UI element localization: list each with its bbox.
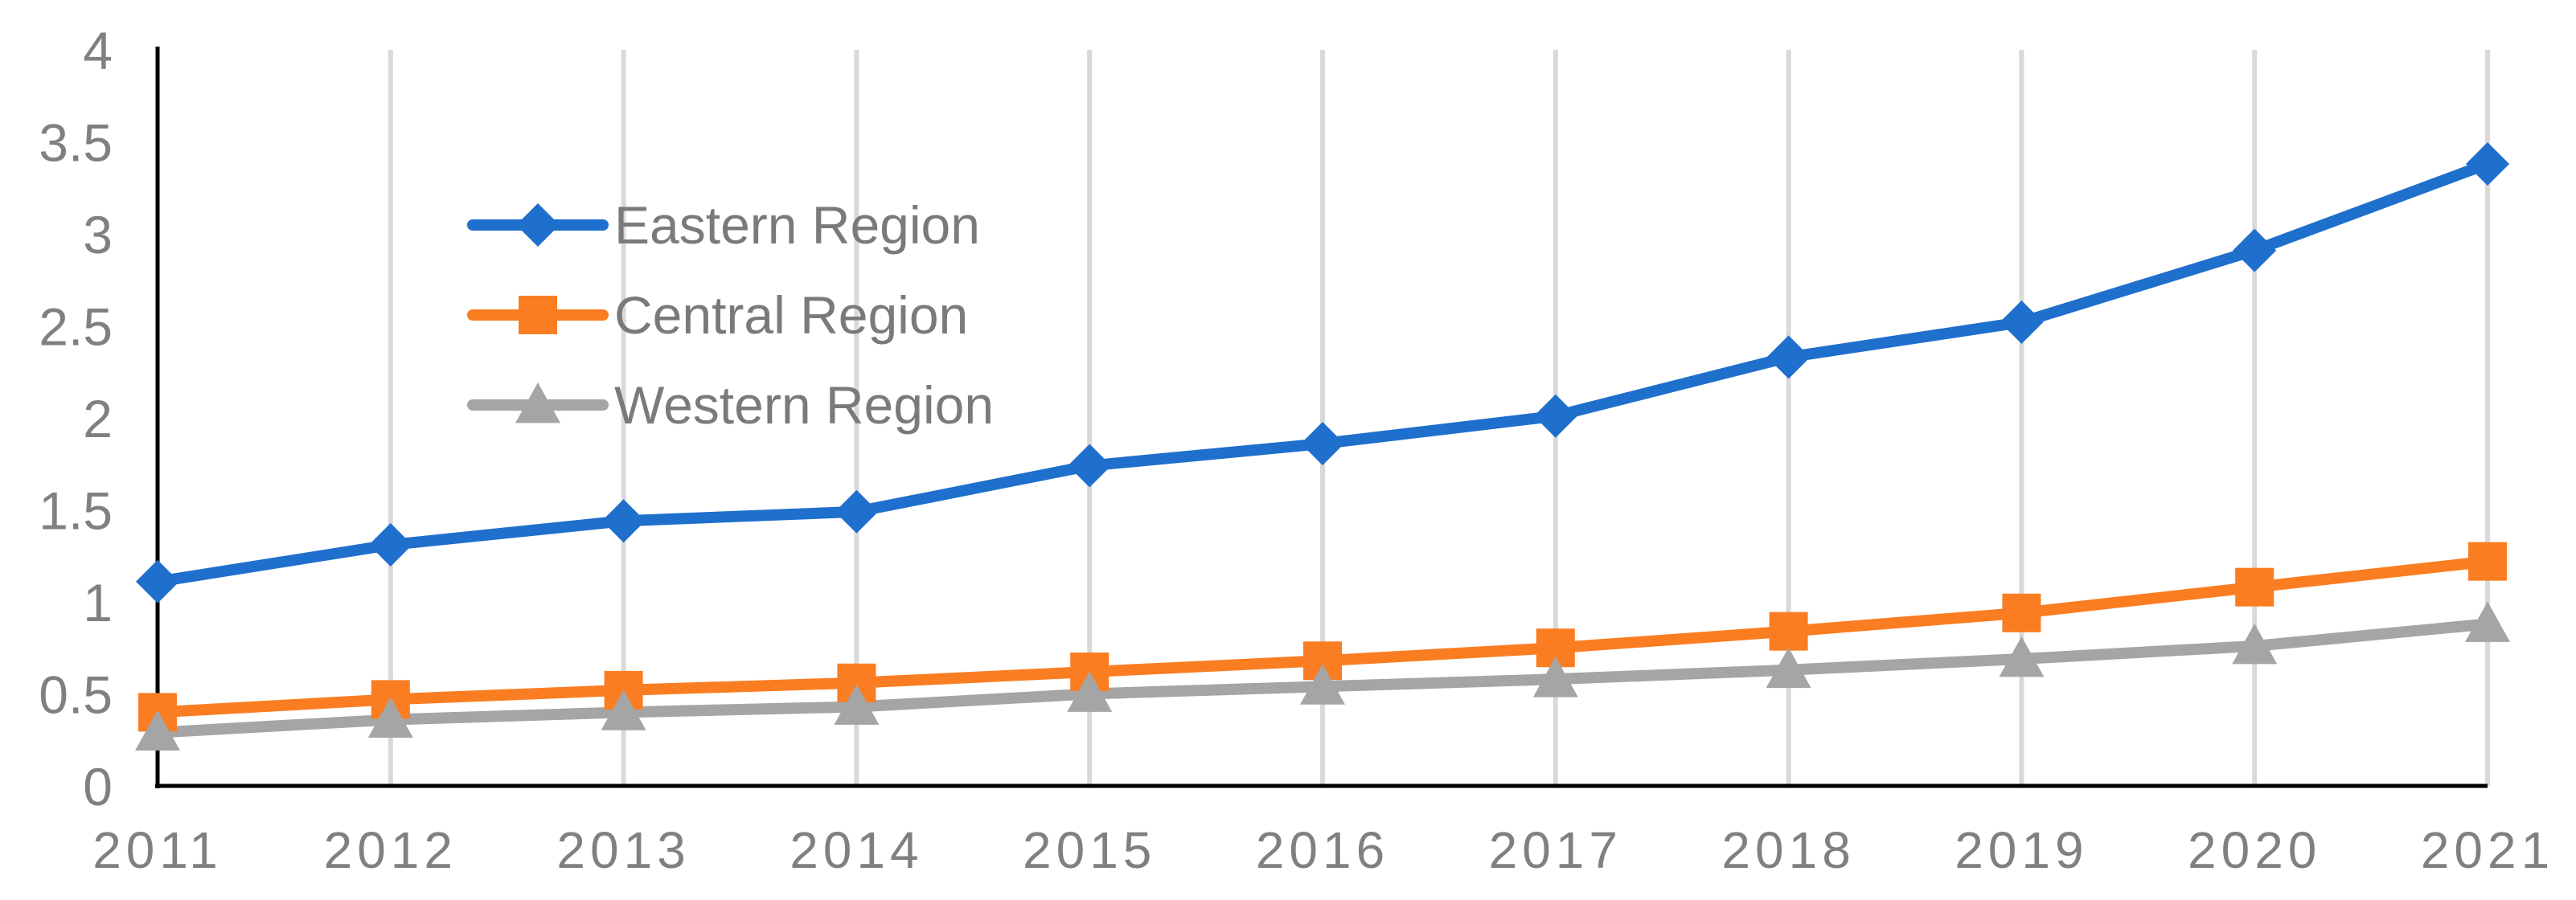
legend-label-central-region: Central Region	[614, 285, 968, 345]
marker-eastern-region-2018	[1766, 335, 1811, 379]
marker-eastern-region-2017	[1533, 394, 1577, 438]
y-tick-label-1-5: 1.5	[39, 481, 113, 541]
axes	[155, 47, 2488, 788]
marker-eastern-region-2014	[835, 489, 879, 534]
marker-eastern-region-2016	[1301, 422, 1344, 466]
x-tick-labels: 2011 2012 2013 2014 2015 2016 2017 2018 2019 2020…	[92, 821, 2554, 879]
x-tick-label-2020: 2020	[2188, 821, 2321, 879]
x-tick-label-2013: 2013	[556, 821, 690, 879]
marker-central-region-2020	[2235, 567, 2275, 607]
x-tick-label-2018: 2018	[1721, 821, 1855, 879]
y-tick-label-0: 0	[83, 757, 113, 816]
marker-western-region-2014	[834, 684, 880, 725]
marker-eastern-region-2011	[136, 559, 179, 603]
x-tick-label-2017: 2017	[1489, 821, 1622, 879]
y-tick-label-3-5: 3.5	[39, 113, 113, 173]
y-tick-label-0-5: 0.5	[39, 665, 113, 725]
y-tick-labels: 0 0.5 1 1.5 2 2.5 3 3.5 4	[39, 21, 113, 816]
marker-western-region-2013	[601, 689, 646, 730]
marker-central-region-2019	[2002, 593, 2041, 632]
marker-eastern-region-2019	[2000, 300, 2044, 344]
y-tick-label-2-5: 2.5	[39, 297, 113, 357]
marker-eastern-region-2021	[2466, 141, 2509, 186]
marker-western-region-2020	[2232, 623, 2278, 665]
marker-eastern-region-2012	[368, 523, 412, 567]
marker-western-region-2019	[1999, 636, 2045, 677]
legend-label-western-region: Western Region	[614, 375, 994, 435]
x-tick-label-2015: 2015	[1023, 821, 1156, 879]
marker-western-region-2017	[1532, 657, 1578, 698]
marker-western-region-2018	[1766, 647, 1811, 689]
marker-central-region-2018	[1769, 612, 1808, 651]
x-tick-label-2021: 2021	[2421, 821, 2554, 879]
marker-eastern-region-2015	[1068, 444, 1112, 488]
legend-marker-eastern-region	[516, 203, 560, 247]
x-tick-label-2016: 2016	[1256, 821, 1389, 879]
x-tick-label-2011: 2011	[92, 821, 223, 879]
marker-eastern-region-2013	[601, 499, 646, 543]
legend-marker-central-region	[519, 296, 557, 334]
legend-marker-western-region	[515, 382, 560, 423]
marker-western-region-2012	[367, 697, 413, 738]
legend: Eastern Region Central Region Western Regi…	[467, 195, 994, 435]
y-tick-label-2: 2	[83, 389, 113, 448]
y-tick-label-4: 4	[83, 21, 113, 80]
series-markers	[135, 141, 2510, 751]
marker-western-region-2021	[2465, 601, 2510, 642]
x-tick-label-2014: 2014	[790, 821, 923, 879]
y-tick-label-1: 1	[83, 573, 113, 632]
legend-label-eastern-region: Eastern Region	[614, 195, 980, 255]
marker-western-region-2016	[1300, 664, 1345, 705]
x-tick-label-2012: 2012	[324, 821, 457, 879]
marker-eastern-region-2020	[2233, 228, 2277, 272]
y-tick-label-3: 3	[83, 205, 113, 264]
marker-central-region-2021	[2468, 542, 2507, 581]
marker-western-region-2011	[135, 710, 180, 751]
x-tick-label-2019: 2019	[1955, 821, 2088, 879]
marker-western-region-2015	[1067, 671, 1113, 712]
